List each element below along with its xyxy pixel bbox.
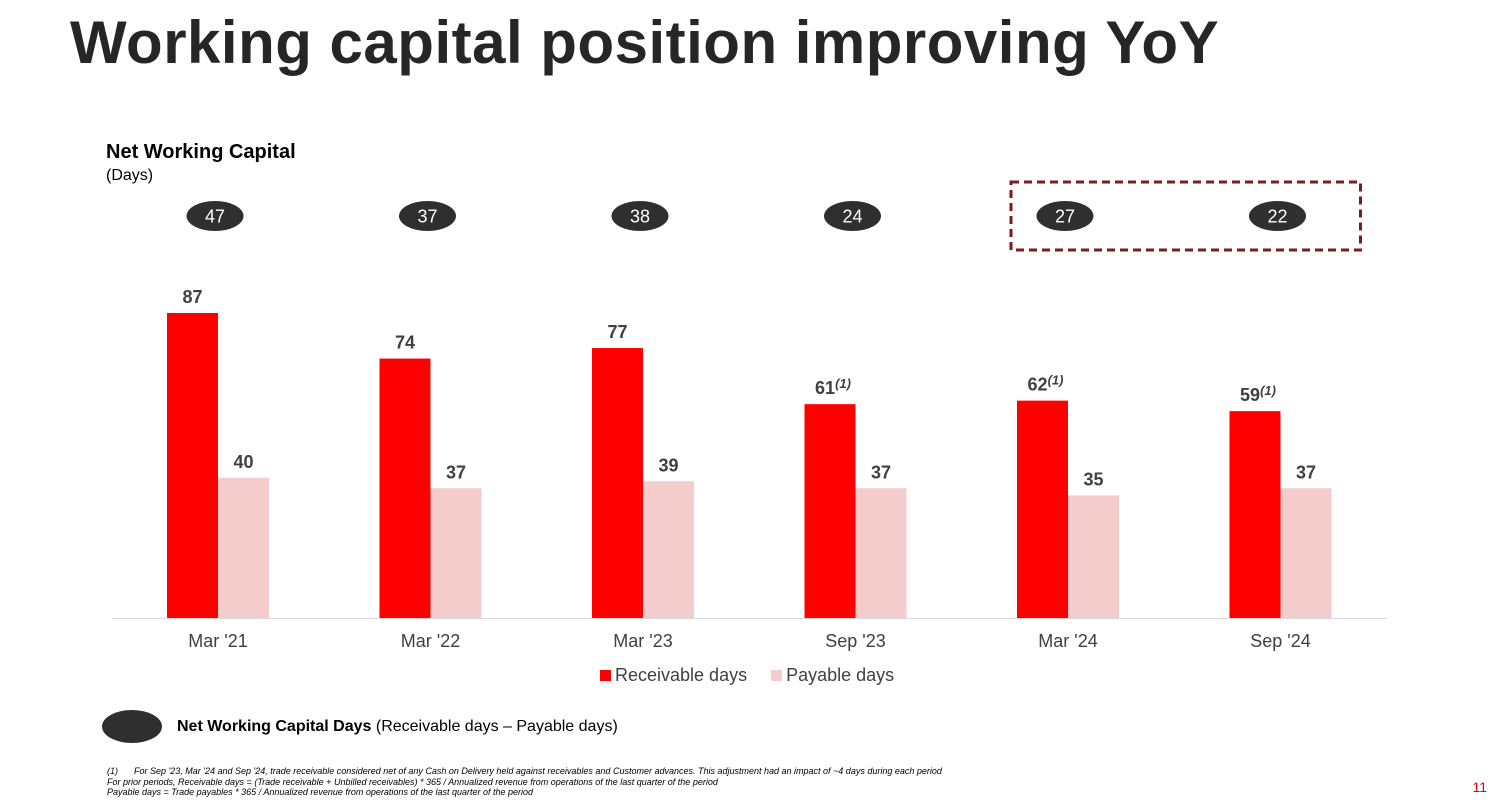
- legend-item-payable: Payable days: [771, 665, 894, 686]
- nwc-bubble-shape: [399, 201, 456, 231]
- footnote-2: For prior periods, Receivable days = (Tr…: [107, 776, 718, 787]
- nwc-bubble: 47: [186, 201, 244, 231]
- payable-value-label: 35: [1083, 469, 1103, 489]
- footnote-marker: (1): [835, 376, 851, 391]
- receivable-value-label: 74: [395, 333, 415, 353]
- nwc-bubble-label: 27: [1055, 207, 1075, 227]
- receivable-value-label: 87: [182, 287, 202, 307]
- nwc-bubble: 24: [824, 201, 881, 231]
- receivable-value-label: 59(1): [1240, 383, 1276, 405]
- legend: Receivable days Payable days: [600, 665, 894, 686]
- payable-value-label: 37: [871, 462, 891, 482]
- nwc-bubble: 27: [1036, 201, 1094, 231]
- highlight-box: [1009, 180, 1362, 252]
- nwc-bubble: 22: [1249, 201, 1306, 231]
- nwc-ellipse-icon: [102, 710, 162, 743]
- payable-bar: [430, 488, 482, 618]
- nwc-bubble: 37: [399, 201, 456, 231]
- payable-bar: [855, 488, 907, 618]
- receivable-bar: [1017, 400, 1068, 618]
- x-tick-label: Mar '23: [613, 631, 672, 651]
- receivable-bar: [167, 313, 218, 618]
- payable-bar: [218, 477, 269, 618]
- footnote-1-text: For Sep '23, Mar '24 and Sep '24, trade …: [134, 766, 942, 776]
- payable-value-label: 37: [1296, 462, 1316, 482]
- nwc-bubble-label: 22: [1267, 207, 1287, 227]
- footnote-marker: (1): [1048, 373, 1064, 388]
- footnote-1-number: (1): [107, 766, 118, 776]
- legend-label-payable: Payable days: [786, 665, 895, 685]
- receivable-value-label: 61(1): [815, 376, 851, 398]
- legend-swatch-payable: [771, 670, 783, 681]
- footnotes: (1) For Sep '23, Mar '24 and Sep '24, tra…: [107, 766, 942, 798]
- x-tick-label: Mar '22: [401, 631, 460, 651]
- nwc-bubble-label: 37: [417, 207, 437, 227]
- nwc-bubble-label: 24: [842, 207, 862, 227]
- legend-swatch-receivable: [600, 670, 611, 681]
- chart-subtitle: (Days): [106, 167, 154, 184]
- receivable-bar: [379, 358, 431, 618]
- x-tick-label: Mar '21: [188, 631, 247, 651]
- page-number: 11: [1472, 779, 1487, 795]
- receivable-value-label: 77: [607, 322, 627, 342]
- payable-bar: [643, 481, 694, 618]
- nwc-bubble-shape: [824, 201, 881, 231]
- x-tick-label: Sep '24: [1250, 631, 1311, 651]
- nwc-bubble-shape: [186, 201, 244, 231]
- footnote-1: (1) For Sep '23, Mar '24 and Sep '24, tra…: [107, 766, 942, 777]
- legend-label-receivable: Receivable days: [615, 665, 748, 685]
- nwc-legend-note: Net Working Capital Days (Receivable day…: [102, 710, 618, 743]
- nwc-bubble-label: 38: [630, 207, 650, 227]
- nwc-note-label: Net Working Capital Days (Receivable day…: [177, 718, 618, 736]
- nwc-bubble-shape: [611, 201, 669, 231]
- receivable-value-label: 62(1): [1028, 373, 1064, 395]
- payable-value-label: 39: [658, 455, 678, 475]
- nwc-note-rest: (Receivable days – Payable days): [371, 717, 618, 735]
- nwc-bubble: 38: [611, 201, 669, 231]
- nwc-bubble-label: 47: [205, 207, 225, 227]
- x-tick-label: Mar '24: [1038, 631, 1097, 651]
- nwc-bubble-shape: [1036, 201, 1094, 231]
- payable-bar: [1280, 488, 1332, 618]
- receivable-bar: [804, 404, 856, 618]
- footnote-3: Payable days = Trade payables * 365 / An…: [107, 787, 534, 797]
- receivable-bar: [1229, 411, 1281, 618]
- payable-bar: [1068, 495, 1119, 618]
- payable-value-label: 37: [446, 462, 466, 482]
- footnote-marker: (1): [1260, 383, 1276, 398]
- nwc-bubble-shape: [1249, 201, 1306, 231]
- chart-title: Net Working Capital: [106, 141, 296, 163]
- payable-value-label: 40: [233, 452, 253, 472]
- x-tick-label: Sep '23: [825, 631, 886, 651]
- legend-item-receivable: Receivable days: [600, 665, 747, 686]
- page-title: Working capital position improving YoY: [70, 9, 1220, 76]
- receivable-bar: [592, 348, 643, 618]
- nwc-note-bold: Net Working Capital Days: [177, 717, 372, 735]
